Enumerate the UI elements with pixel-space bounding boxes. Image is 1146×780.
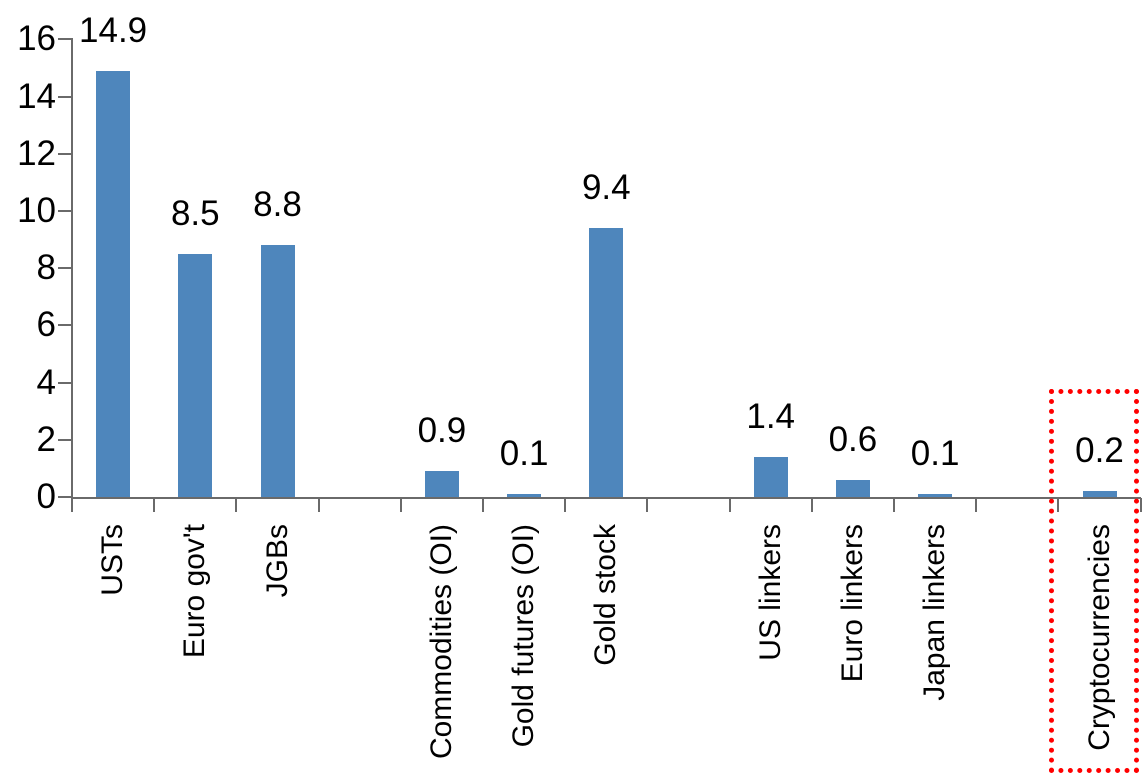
bar-gold-futures-oi <box>507 494 542 497</box>
y-axis-tick-label: 2 <box>36 419 56 459</box>
x-axis-tick <box>71 498 73 512</box>
x-axis-tick <box>810 498 813 512</box>
y-axis-tick-label: 14 <box>17 76 56 116</box>
bar-value-label-us-linkers: 1.4 <box>746 397 796 436</box>
x-axis-tick <box>317 498 320 512</box>
x-axis-tick <box>482 498 484 512</box>
bar-value-label-usts: 14.9 <box>79 11 148 50</box>
y-axis-tick <box>58 496 71 498</box>
y-axis-tick <box>58 38 71 41</box>
bar-value-label-gold-futures-oi: 0.1 <box>499 434 549 473</box>
y-axis-tick-label: 0 <box>36 477 56 516</box>
x-axis-tick <box>893 498 895 512</box>
bar-usts <box>96 71 131 497</box>
x-axis-category-label-us-linkers: US linkers <box>753 524 787 661</box>
bar-commodities-oi <box>424 471 459 497</box>
x-axis-category-label-gold-futures-oi: Gold futures (OI) <box>507 524 541 748</box>
bar-euro-gov-t <box>178 254 213 497</box>
bar-value-label-euro-linkers: 0.6 <box>828 420 878 459</box>
x-axis-category-label-gold-stock: Gold stock <box>589 524 623 666</box>
x-axis-tick <box>1057 498 1060 512</box>
y-axis-line <box>71 38 73 512</box>
x-axis-category-label-jgbs: JGBs <box>260 524 294 598</box>
highlight-box-cryptocurrencies <box>1048 389 1139 773</box>
y-axis-tick <box>58 95 71 98</box>
bar-cryptocurrencies <box>1082 491 1117 497</box>
bar-euro-linkers <box>835 480 870 497</box>
y-axis-tick <box>58 210 71 212</box>
y-axis-tick-label: 8 <box>36 248 56 288</box>
x-axis-tick <box>564 498 567 512</box>
y-axis-tick-label: 4 <box>36 362 56 402</box>
x-axis-category-label-euro-gov-t: Euro gov't <box>178 524 212 659</box>
x-axis-tick <box>153 498 156 512</box>
bar-value-label-japan-linkers: 0.1 <box>910 434 960 473</box>
x-axis-category-label-commodities-oi: Commodities (OI) <box>424 524 458 760</box>
x-axis-tick <box>728 498 731 512</box>
y-axis-tick <box>58 438 71 441</box>
bar-value-label-gold-stock: 9.4 <box>581 168 631 207</box>
bar-jgbs <box>260 245 295 497</box>
y-axis-tick <box>58 324 71 327</box>
bar-value-label-cryptocurrencies: 0.2 <box>1075 431 1124 470</box>
x-axis-line <box>71 497 1141 499</box>
y-axis-tick <box>58 267 71 270</box>
x-axis-tick <box>235 498 238 512</box>
bar-value-label-commodities-oi: 0.9 <box>417 411 467 450</box>
y-axis-tick-label: 12 <box>17 133 56 173</box>
x-axis-category-label-japan-linkers: Japan linkers <box>918 524 952 701</box>
y-axis-tick-label: 10 <box>17 191 56 230</box>
y-axis-tick <box>58 152 71 155</box>
y-axis-tick-label: 16 <box>17 19 56 59</box>
x-axis-tick <box>1139 498 1142 512</box>
x-axis-tick <box>399 498 402 512</box>
x-axis-tick <box>975 498 978 512</box>
bar-value-label-jgbs: 8.8 <box>253 185 302 224</box>
y-axis-tick-label: 6 <box>36 305 56 345</box>
x-axis-category-label-usts: USTs <box>96 524 130 596</box>
bar-japan-linkers <box>918 494 953 497</box>
bar-us-linkers <box>753 457 788 497</box>
bar-value-label-euro-gov-t: 8.5 <box>170 194 220 233</box>
bar-gold-stock <box>589 228 624 497</box>
x-axis-category-label-euro-linkers: Euro linkers <box>835 524 869 683</box>
y-axis-tick <box>58 381 71 384</box>
x-axis-tick <box>646 498 649 512</box>
